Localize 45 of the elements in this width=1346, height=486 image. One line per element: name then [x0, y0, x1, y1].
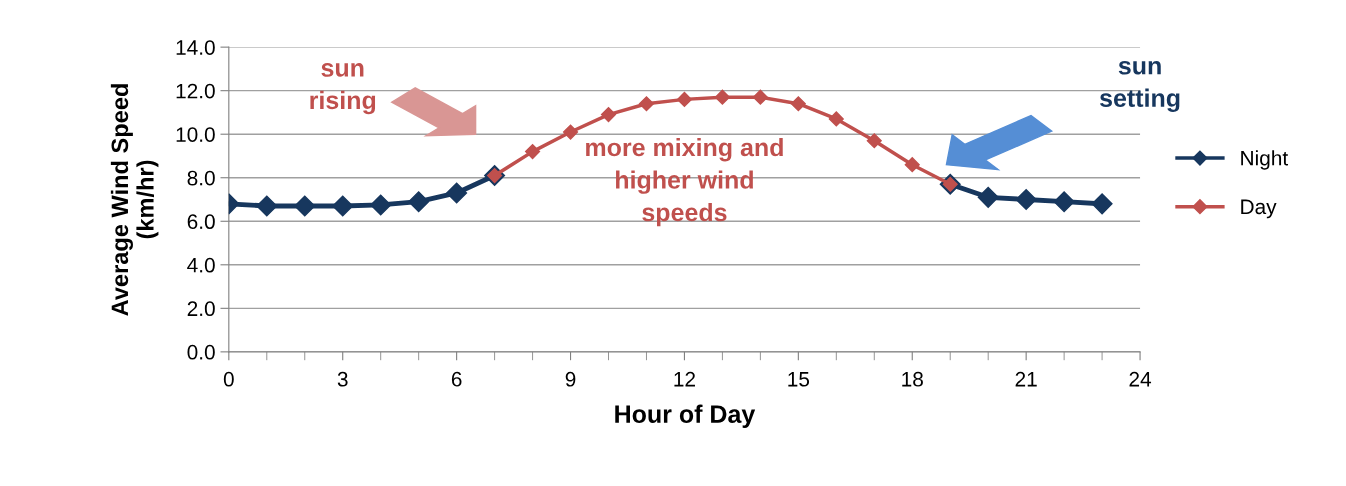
y-axis-title: Average Wind Speed (km/hr) [110, 84, 159, 316]
x-tick-label: 24 [1129, 371, 1152, 387]
point [752, 89, 768, 105]
point [977, 186, 999, 208]
point [370, 194, 392, 216]
point [256, 195, 278, 217]
annotation: more mixing and higher wind speeds [586, 137, 783, 227]
point [828, 111, 844, 127]
x-tick-label: 0 [223, 371, 234, 387]
point [562, 124, 579, 140]
x-tick-label: 6 [451, 371, 462, 387]
y-tick-label: 4.0 [187, 257, 215, 273]
x-tick-label: 21 [1015, 371, 1037, 387]
point [1091, 193, 1113, 215]
point [1053, 191, 1075, 213]
point [790, 96, 806, 112]
point [676, 91, 693, 107]
point [446, 182, 468, 204]
point [866, 133, 882, 149]
y-tick-label: 6.0 [187, 214, 215, 230]
point [1015, 188, 1037, 211]
x-tick-label: 12 [674, 371, 695, 387]
point [904, 157, 920, 173]
legend-label: Day [1241, 199, 1277, 219]
x-axis-title: Hour of Day [615, 404, 756, 428]
y-tick-label: 10.0 [176, 127, 215, 142]
annotation: sun setting [1099, 60, 1180, 113]
point [408, 191, 430, 213]
x-tick-label: 3 [337, 371, 348, 387]
point [600, 107, 617, 123]
y-tick-label: 12.0 [176, 83, 215, 99]
legend-label: Night [1241, 150, 1289, 170]
y-tick-label: 14.0 [176, 40, 215, 55]
point [524, 144, 541, 160]
x-tick-label: 18 [902, 371, 923, 387]
point [332, 195, 354, 217]
y-tick-label: 0.0 [187, 344, 215, 360]
x-tick-label: 9 [565, 371, 576, 387]
y-tick-label: 8.0 [187, 170, 215, 186]
point [294, 195, 316, 217]
x-tick-label: 15 [788, 372, 810, 387]
annotation: sun rising [310, 63, 376, 115]
point [638, 96, 655, 112]
point [714, 89, 730, 105]
y-tick-label: 2.0 [187, 301, 215, 317]
